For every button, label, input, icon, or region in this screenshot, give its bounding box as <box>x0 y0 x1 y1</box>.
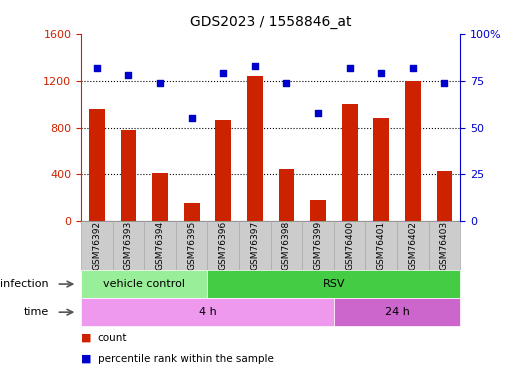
Text: ■: ■ <box>81 333 92 343</box>
Text: 4 h: 4 h <box>199 307 217 317</box>
Text: GSM76398: GSM76398 <box>282 221 291 270</box>
Text: GSM76392: GSM76392 <box>93 221 101 270</box>
Text: ■: ■ <box>81 354 92 364</box>
Bar <box>112 221 144 270</box>
Point <box>346 64 354 70</box>
Bar <box>302 221 334 270</box>
Bar <box>81 298 334 326</box>
Point <box>251 63 259 69</box>
Bar <box>81 221 112 270</box>
Bar <box>373 118 389 221</box>
Text: GSM76403: GSM76403 <box>440 221 449 270</box>
Text: GSM76399: GSM76399 <box>314 221 323 270</box>
Point <box>377 70 385 76</box>
Point <box>440 80 449 86</box>
Point <box>156 80 164 86</box>
Point <box>219 70 228 76</box>
Bar <box>429 221 460 270</box>
Bar <box>366 221 397 270</box>
Bar <box>279 168 294 221</box>
Bar <box>176 221 208 270</box>
Point <box>282 80 291 86</box>
Text: percentile rank within the sample: percentile rank within the sample <box>98 354 274 364</box>
Text: GSM76402: GSM76402 <box>408 221 417 270</box>
Bar <box>215 120 231 221</box>
Text: vehicle control: vehicle control <box>103 279 185 289</box>
Text: GSM76395: GSM76395 <box>187 221 196 270</box>
Bar <box>334 221 366 270</box>
Bar <box>437 171 452 221</box>
Text: GSM76397: GSM76397 <box>251 221 259 270</box>
Text: GSM76401: GSM76401 <box>377 221 386 270</box>
Bar <box>342 104 358 221</box>
Bar <box>334 298 460 326</box>
Bar <box>89 109 105 221</box>
Point <box>124 72 133 78</box>
Point <box>187 115 196 121</box>
Point <box>93 64 101 70</box>
Bar <box>208 221 239 270</box>
Title: GDS2023 / 1558846_at: GDS2023 / 1558846_at <box>190 15 351 28</box>
Bar <box>271 221 302 270</box>
Text: GSM76394: GSM76394 <box>155 221 165 270</box>
Bar <box>310 200 326 221</box>
Bar <box>405 81 420 221</box>
Bar <box>184 203 200 221</box>
Point <box>314 110 322 116</box>
Text: GSM76396: GSM76396 <box>219 221 228 270</box>
Bar <box>239 221 271 270</box>
Bar <box>208 270 460 298</box>
Text: count: count <box>98 333 127 343</box>
Text: GSM76393: GSM76393 <box>124 221 133 270</box>
Text: infection: infection <box>0 279 49 289</box>
Point <box>408 64 417 70</box>
Bar <box>144 221 176 270</box>
Text: GSM76400: GSM76400 <box>345 221 354 270</box>
Bar <box>152 173 168 221</box>
Bar <box>247 76 263 221</box>
Bar <box>81 270 208 298</box>
Text: 24 h: 24 h <box>384 307 410 317</box>
Bar <box>397 221 429 270</box>
Text: RSV: RSV <box>323 279 345 289</box>
Text: time: time <box>24 307 49 317</box>
Bar <box>121 130 137 221</box>
